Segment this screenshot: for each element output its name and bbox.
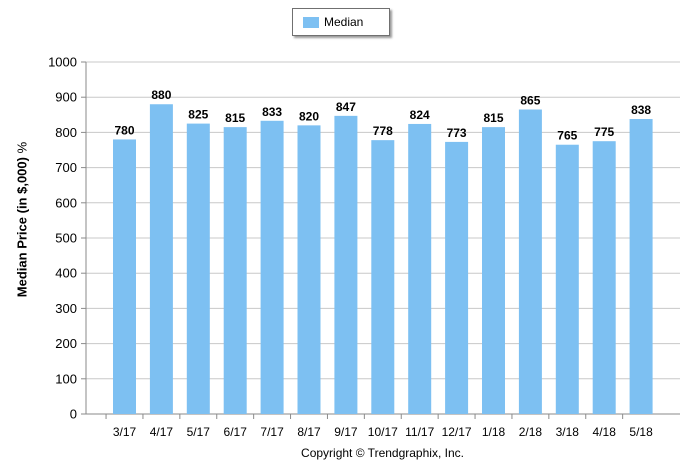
- x-tick-label: 5/18: [629, 425, 653, 439]
- bar: [149, 104, 173, 415]
- bar: [629, 119, 653, 415]
- x-tick-label: 4/17: [150, 425, 174, 439]
- data-label: 775: [594, 125, 614, 139]
- data-label: 815: [483, 111, 503, 125]
- y-tick-label: 800: [55, 125, 77, 140]
- y-tick-label: 900: [55, 90, 77, 105]
- data-label: 833: [262, 105, 282, 119]
- copyright-text: Copyright © Trendgraphix, Inc.: [301, 446, 464, 460]
- y-tick-label: 0: [70, 407, 77, 422]
- copyright-footer: Copyright © Trendgraphix, Inc.: [0, 446, 699, 460]
- x-tick-label: 11/17: [405, 425, 434, 439]
- data-label: 778: [373, 124, 393, 138]
- y-tick-label: 600: [55, 195, 77, 210]
- y-tick-label: 500: [55, 231, 77, 246]
- y-tick-label: 700: [55, 160, 77, 175]
- data-label: 825: [188, 108, 208, 122]
- bar: [445, 141, 469, 415]
- y-axis-title-suffix: %: [14, 141, 30, 154]
- x-tick-label: 3/17: [113, 425, 137, 439]
- bar: [297, 125, 321, 415]
- data-label: 847: [336, 100, 356, 114]
- bar: [113, 139, 136, 414]
- x-tick-label: 6/17: [224, 425, 248, 439]
- y-axis-title-text: Median Price (in $,000): [14, 157, 30, 298]
- data-label: 780: [114, 123, 134, 137]
- bar: [482, 127, 505, 415]
- x-tick-label: 12/17: [442, 425, 472, 439]
- y-tick-label: 100: [55, 371, 77, 386]
- data-label: 880: [151, 88, 171, 102]
- data-label: 820: [299, 109, 319, 123]
- bar: [555, 144, 579, 414]
- x-tick-label: 10/17: [368, 425, 398, 439]
- bar: [518, 109, 542, 415]
- y-tick-label: 300: [55, 301, 77, 316]
- legend-label-median: Median: [324, 15, 364, 29]
- x-tick-label: 3/18: [556, 425, 580, 439]
- y-tick-label: 200: [55, 336, 77, 351]
- data-label: 865: [520, 94, 540, 108]
- y-tick-label: 1000: [48, 55, 77, 70]
- x-tick-label: 4/18: [593, 425, 617, 439]
- bar: [371, 140, 395, 415]
- data-label: 765: [557, 129, 577, 143]
- bar: [592, 141, 616, 414]
- data-label: 815: [225, 111, 245, 125]
- bar: [223, 127, 247, 415]
- data-label: 838: [631, 103, 651, 117]
- x-tick-label: 2/18: [519, 425, 543, 439]
- bar: [260, 120, 284, 414]
- x-tick-label: 5/17: [187, 425, 211, 439]
- y-tick-label: 400: [55, 266, 77, 281]
- chart-legend: Median: [292, 8, 390, 36]
- x-tick-label: 7/17: [260, 425, 284, 439]
- data-label: 773: [447, 126, 467, 140]
- data-label: 824: [410, 108, 430, 122]
- bar: [334, 115, 358, 414]
- x-tick-label: 8/17: [297, 425, 321, 439]
- x-tick-label: 9/17: [334, 425, 358, 439]
- x-tick-label: 1/18: [482, 425, 506, 439]
- bar: [408, 123, 432, 415]
- bar: [186, 123, 210, 414]
- y-axis-title: Median Price (in $,000) %: [15, 120, 30, 320]
- legend-swatch-median: [303, 17, 319, 28]
